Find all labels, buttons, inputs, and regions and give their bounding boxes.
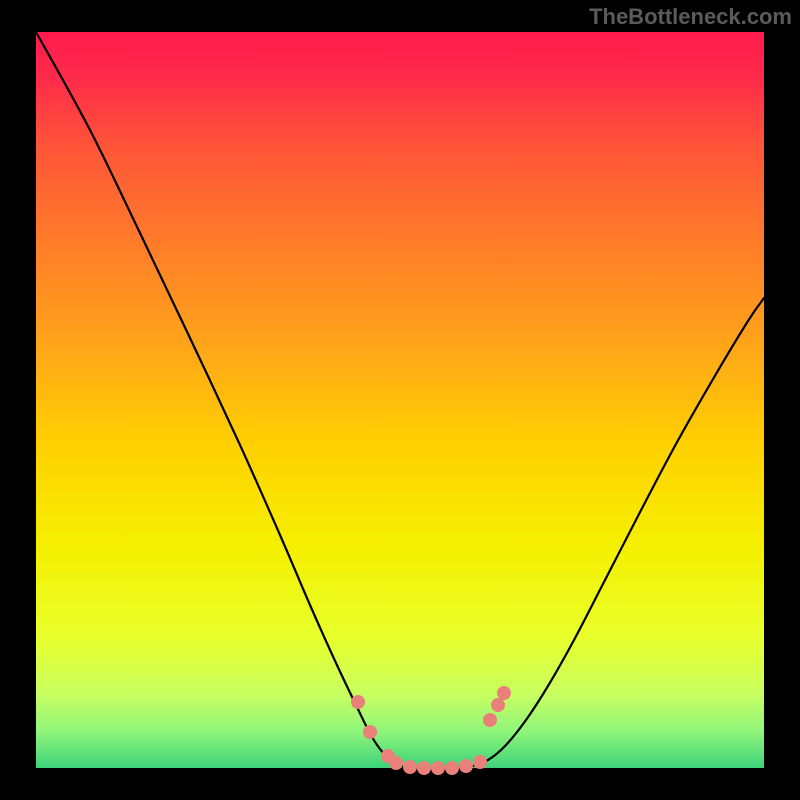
watermark-text: TheBottleneck.com [589,4,792,30]
sweet-spot-dot [491,698,505,712]
sweet-spot-dot [431,761,445,775]
sweet-spot-dot [459,759,473,773]
plot-gradient-bg [36,32,764,768]
sweet-spot-dot [473,755,487,769]
sweet-spot-dot [417,761,431,775]
sweet-spot-dot [403,760,417,774]
sweet-spot-dot [497,686,511,700]
sweet-spot-dot [483,713,497,727]
sweet-spot-dot [445,761,459,775]
bottleneck-chart [0,0,800,800]
sweet-spot-dot [351,695,365,709]
sweet-spot-dot [363,725,377,739]
sweet-spot-dot [389,756,403,770]
